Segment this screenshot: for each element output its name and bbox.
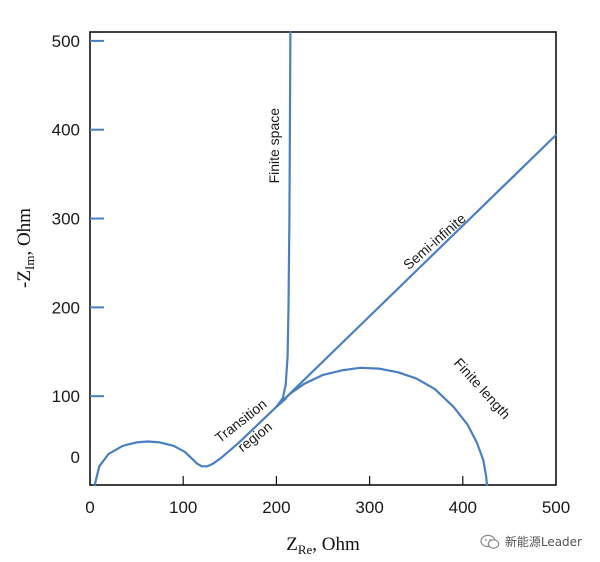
plot-border bbox=[89, 31, 557, 486]
watermark-text: 新能源Leader bbox=[504, 535, 582, 549]
y-axis-title: -ZIm, Ohm bbox=[14, 208, 37, 288]
watermark: 新能源Leader bbox=[480, 533, 582, 550]
x-tick-label: 0 bbox=[85, 498, 94, 517]
x-tick-label: 400 bbox=[449, 498, 477, 517]
x-tick-label: 100 bbox=[169, 498, 197, 517]
x-tick-label: 200 bbox=[262, 498, 290, 517]
impedance-curve-low-freq-arc bbox=[93, 397, 287, 487]
y-tick-label: 100 bbox=[52, 387, 80, 406]
annotation-finite-length: Finite length bbox=[451, 355, 514, 422]
impedance-curve-semi-infinite bbox=[275, 133, 558, 408]
y-tick-label: 500 bbox=[52, 32, 80, 51]
axis-ticks: 0 100 200 300 400 500 0 100 200 300 400 500 bbox=[52, 32, 571, 517]
wechat-icon bbox=[480, 534, 500, 549]
impedance-curve-finite-space bbox=[275, 30, 292, 408]
y-tick-label: 400 bbox=[52, 121, 80, 140]
annotation-semi-infinite: Semi-infinite bbox=[400, 210, 469, 273]
x-tick-label: 300 bbox=[355, 498, 383, 517]
annotation-finite-space: Finite space bbox=[266, 108, 282, 184]
x-axis-title: ZRe, Ohm bbox=[286, 534, 360, 557]
y-tick-label: 200 bbox=[52, 298, 80, 317]
plot-frame bbox=[89, 31, 557, 486]
series-layer bbox=[93, 30, 558, 487]
impedance-curve-finite-length bbox=[275, 366, 489, 487]
y-tick-label: 0 bbox=[71, 448, 80, 467]
x-tick-label: 500 bbox=[542, 498, 570, 517]
y-tick-label: 300 bbox=[52, 210, 80, 229]
